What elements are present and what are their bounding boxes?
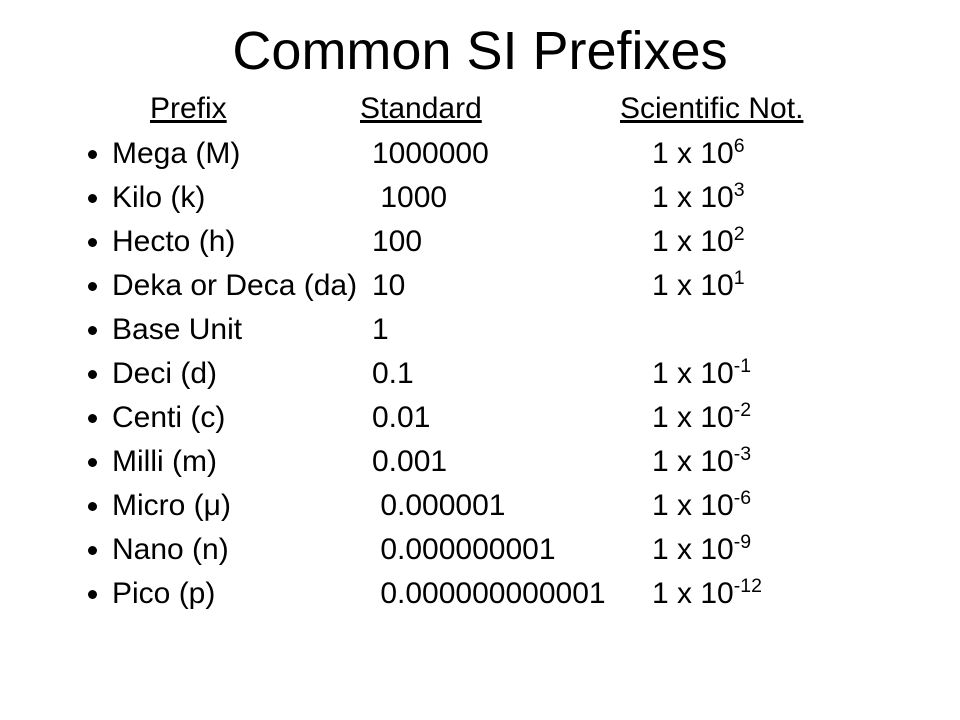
list-item: Micro (μ) 0.0000011 x 10-6 bbox=[112, 484, 920, 528]
sci-base: 1 x 10 bbox=[652, 181, 734, 214]
cell-scientific: 1 x 10-3 bbox=[652, 440, 920, 484]
sci-exponent: -6 bbox=[734, 487, 751, 509]
list-item: Centi (c)0.011 x 10-2 bbox=[112, 396, 920, 440]
cell-scientific: 1 x 10-2 bbox=[652, 396, 920, 440]
list-item: Hecto (h)1001 x 102 bbox=[112, 220, 920, 264]
cell-scientific: 1 x 10-9 bbox=[652, 528, 920, 572]
cell-scientific: 1 x 10-12 bbox=[652, 572, 920, 616]
sci-base: 1 x 10 bbox=[652, 533, 734, 566]
sci-exponent: 1 bbox=[734, 267, 745, 289]
cell-standard: 1 bbox=[372, 308, 652, 352]
sci-base: 1 x 10 bbox=[652, 577, 734, 610]
sci-exponent: -3 bbox=[734, 443, 751, 465]
cell-scientific: 1 x 101 bbox=[652, 264, 920, 308]
sci-exponent: -1 bbox=[734, 355, 751, 377]
cell-standard: 1000 bbox=[372, 176, 652, 220]
sci-base: 1 x 10 bbox=[652, 269, 734, 302]
list-item: Pico (p) 0.0000000000011 x 10-12 bbox=[112, 572, 920, 616]
cell-prefix: Milli (m) bbox=[112, 440, 372, 484]
cell-scientific: 1 x 10-6 bbox=[652, 484, 920, 528]
sci-base: 1 x 10 bbox=[652, 445, 734, 478]
cell-standard: 0.000000001 bbox=[372, 528, 652, 572]
cell-standard: 0.000001 bbox=[372, 484, 652, 528]
list-item: Base Unit1 bbox=[112, 308, 920, 352]
prefix-list: Mega (M)10000001 x 106Kilo (k) 10001 x 1… bbox=[40, 132, 920, 616]
sci-base: 1 x 10 bbox=[652, 225, 734, 258]
cell-standard: 0.01 bbox=[372, 396, 652, 440]
page-title: Common SI Prefixes bbox=[40, 20, 920, 82]
sci-exponent: 3 bbox=[734, 179, 745, 201]
cell-standard: 10 bbox=[372, 264, 652, 308]
sci-exponent: 2 bbox=[734, 223, 745, 245]
list-item: Kilo (k) 10001 x 103 bbox=[112, 176, 920, 220]
sci-base: 1 x 10 bbox=[652, 401, 734, 434]
cell-standard: 0.000000000001 bbox=[372, 572, 652, 616]
cell-standard: 0.1 bbox=[372, 352, 652, 396]
cell-prefix: Hecto (h) bbox=[112, 220, 372, 264]
cell-standard: 1000000 bbox=[372, 132, 652, 176]
list-item: Nano (n) 0.0000000011 x 10-9 bbox=[112, 528, 920, 572]
header-prefix: Prefix bbox=[40, 92, 360, 126]
cell-prefix: Pico (p) bbox=[112, 572, 372, 616]
sci-base: 1 x 10 bbox=[652, 357, 734, 390]
sci-base: 1 x 10 bbox=[652, 489, 734, 522]
cell-prefix: Kilo (k) bbox=[112, 176, 372, 220]
slide: Common SI Prefixes Prefix Standard Scien… bbox=[0, 0, 960, 720]
cell-standard: 0.001 bbox=[372, 440, 652, 484]
cell-prefix: Mega (M) bbox=[112, 132, 372, 176]
cell-prefix: Base Unit bbox=[112, 308, 372, 352]
cell-scientific: 1 x 10-1 bbox=[652, 352, 920, 396]
list-item: Deci (d)0.11 x 10-1 bbox=[112, 352, 920, 396]
sci-base: 1 x 10 bbox=[652, 137, 734, 170]
column-headers: Prefix Standard Scientific Not. bbox=[40, 92, 920, 126]
list-item: Milli (m)0.0011 x 10-3 bbox=[112, 440, 920, 484]
sci-exponent: 6 bbox=[734, 135, 745, 157]
cell-prefix: Centi (c) bbox=[112, 396, 372, 440]
cell-prefix: Deci (d) bbox=[112, 352, 372, 396]
cell-standard: 100 bbox=[372, 220, 652, 264]
list-item: Mega (M)10000001 x 106 bbox=[112, 132, 920, 176]
cell-scientific: 1 x 106 bbox=[652, 132, 920, 176]
cell-prefix: Deka or Deca (da) bbox=[112, 264, 372, 308]
cell-scientific: 1 x 103 bbox=[652, 176, 920, 220]
cell-prefix: Nano (n) bbox=[112, 528, 372, 572]
header-scientific: Scientific Not. bbox=[620, 92, 920, 126]
sci-exponent: -2 bbox=[734, 399, 751, 421]
cell-scientific: 1 x 102 bbox=[652, 220, 920, 264]
cell-prefix: Micro (μ) bbox=[112, 484, 372, 528]
sci-exponent: -12 bbox=[734, 575, 762, 597]
header-standard: Standard bbox=[360, 92, 620, 126]
list-item: Deka or Deca (da)101 x 101 bbox=[112, 264, 920, 308]
sci-exponent: -9 bbox=[734, 531, 751, 553]
